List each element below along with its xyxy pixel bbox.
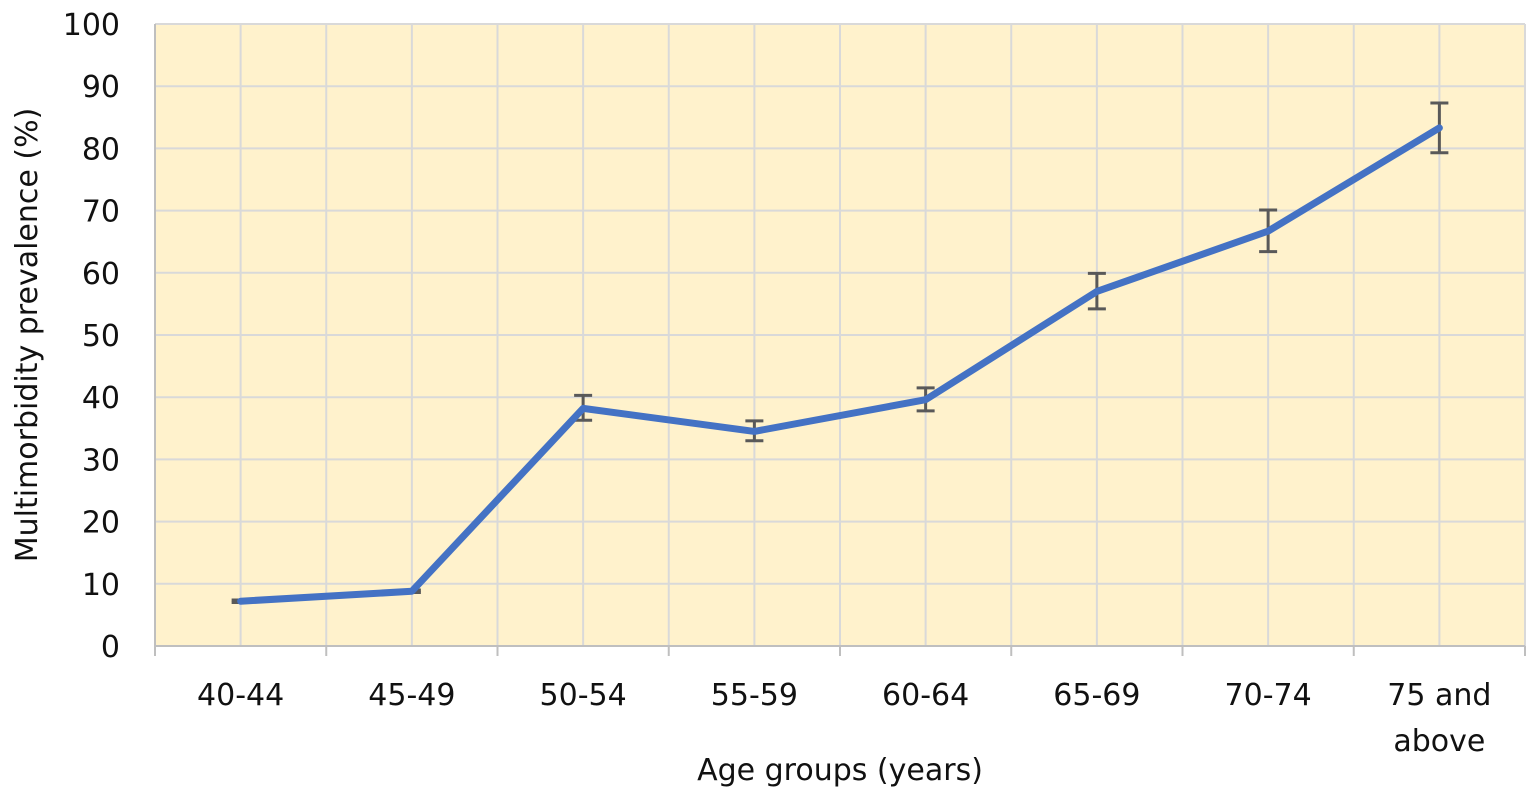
data-point bbox=[923, 397, 928, 402]
y-tick-label: 30 bbox=[82, 443, 120, 478]
x-tick-label: 65-69 bbox=[1053, 678, 1140, 713]
x-tick-label: 60-64 bbox=[882, 678, 969, 713]
data-point bbox=[409, 589, 414, 594]
x-tick-labels: 40-44 45-49 50-54 55-59 60-64 65-69 70-74 75 an… bbox=[197, 678, 1491, 759]
data-point bbox=[581, 406, 586, 411]
data-point bbox=[1437, 125, 1442, 130]
x-tick-label: 40-44 bbox=[197, 678, 284, 713]
data-point bbox=[752, 429, 757, 434]
y-tick-label: 20 bbox=[82, 506, 120, 541]
x-tick-label: 70-74 bbox=[1225, 678, 1312, 713]
series bbox=[237, 124, 1443, 605]
y-tick-label: 40 bbox=[82, 381, 120, 416]
x-tick-label: 45-49 bbox=[368, 678, 455, 713]
axes bbox=[154, 24, 1526, 656]
y-tick-label: 50 bbox=[82, 319, 120, 354]
x-axis-title: Age groups (years) bbox=[697, 753, 983, 788]
y-tick-labels: 0 10 20 30 40 50 60 70 80 90 100 bbox=[63, 8, 120, 665]
y-tick-label: 80 bbox=[82, 132, 120, 167]
data-point bbox=[1094, 289, 1099, 294]
y-tick-label: 90 bbox=[82, 70, 120, 105]
y-tick-label: 60 bbox=[82, 257, 120, 292]
y-tick-label: 70 bbox=[82, 195, 120, 230]
y-tick-label: 0 bbox=[101, 630, 120, 665]
y-tick-label: 10 bbox=[82, 568, 120, 603]
x-tick-label: 50-54 bbox=[540, 678, 627, 713]
x-tick-label: 55-59 bbox=[711, 678, 798, 713]
x-tick-label: 75 and above bbox=[1387, 678, 1491, 759]
data-point bbox=[238, 599, 243, 604]
series-line bbox=[237, 124, 1443, 605]
y-axis-title: Multimorbidity prevalence (%) bbox=[10, 108, 45, 563]
data-point bbox=[1266, 229, 1271, 234]
y-tick-label: 100 bbox=[63, 8, 120, 43]
